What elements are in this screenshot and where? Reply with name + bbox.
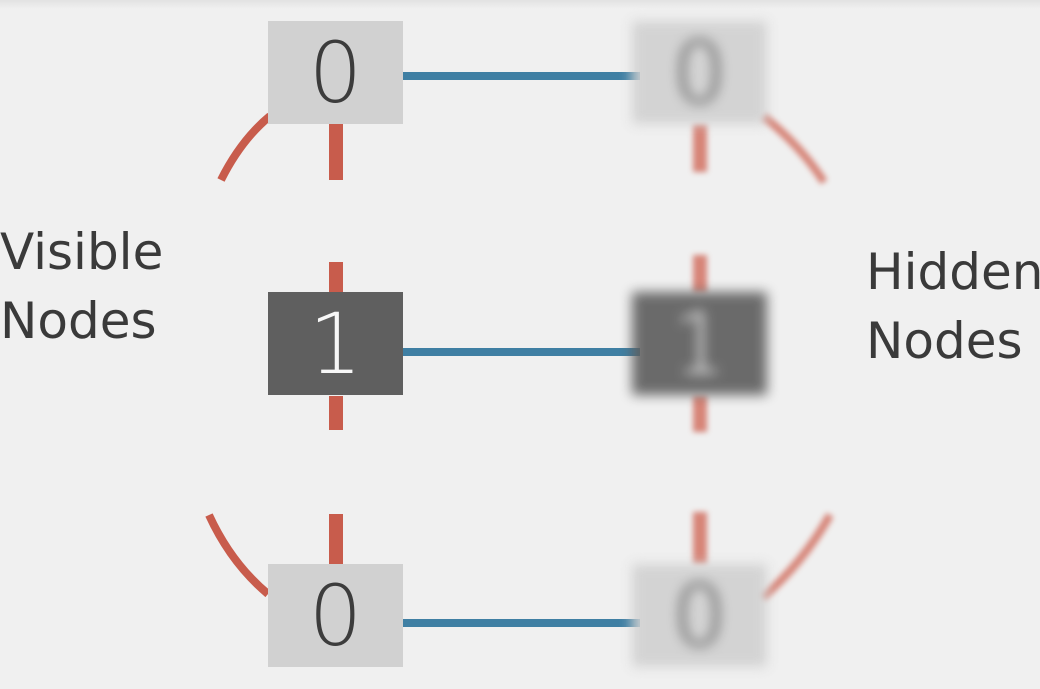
hidden-lateral-edges [693,112,834,602]
hidden-arc-bottom [759,513,834,602]
hidden-node-1: 0 [632,21,767,124]
hidden-node-3: 0 [632,564,767,667]
visible-node-1: 0 [268,21,403,124]
visible-arc-bottom [205,513,271,598]
hidden-label-line2: Nodes [866,312,1023,370]
top-rule [0,0,1040,9]
visible-node-2: 1 [268,292,403,395]
visible-arc-top [217,112,273,182]
weight-edges [403,72,640,627]
hidden-label-line1: Hidden [866,243,1040,301]
visible-label-line1: Visible [0,223,164,281]
visible-node-3: 0 [268,564,403,667]
visible-label-line2: Nodes [0,292,157,350]
hidden-nodes-label: Hidden Nodes [866,238,1040,376]
visible-nodes-label: Visible Nodes [0,218,163,356]
hidden-node-2: 1 [632,292,767,395]
visible-lateral-edges [205,112,343,598]
hidden-arc-top [760,112,828,185]
